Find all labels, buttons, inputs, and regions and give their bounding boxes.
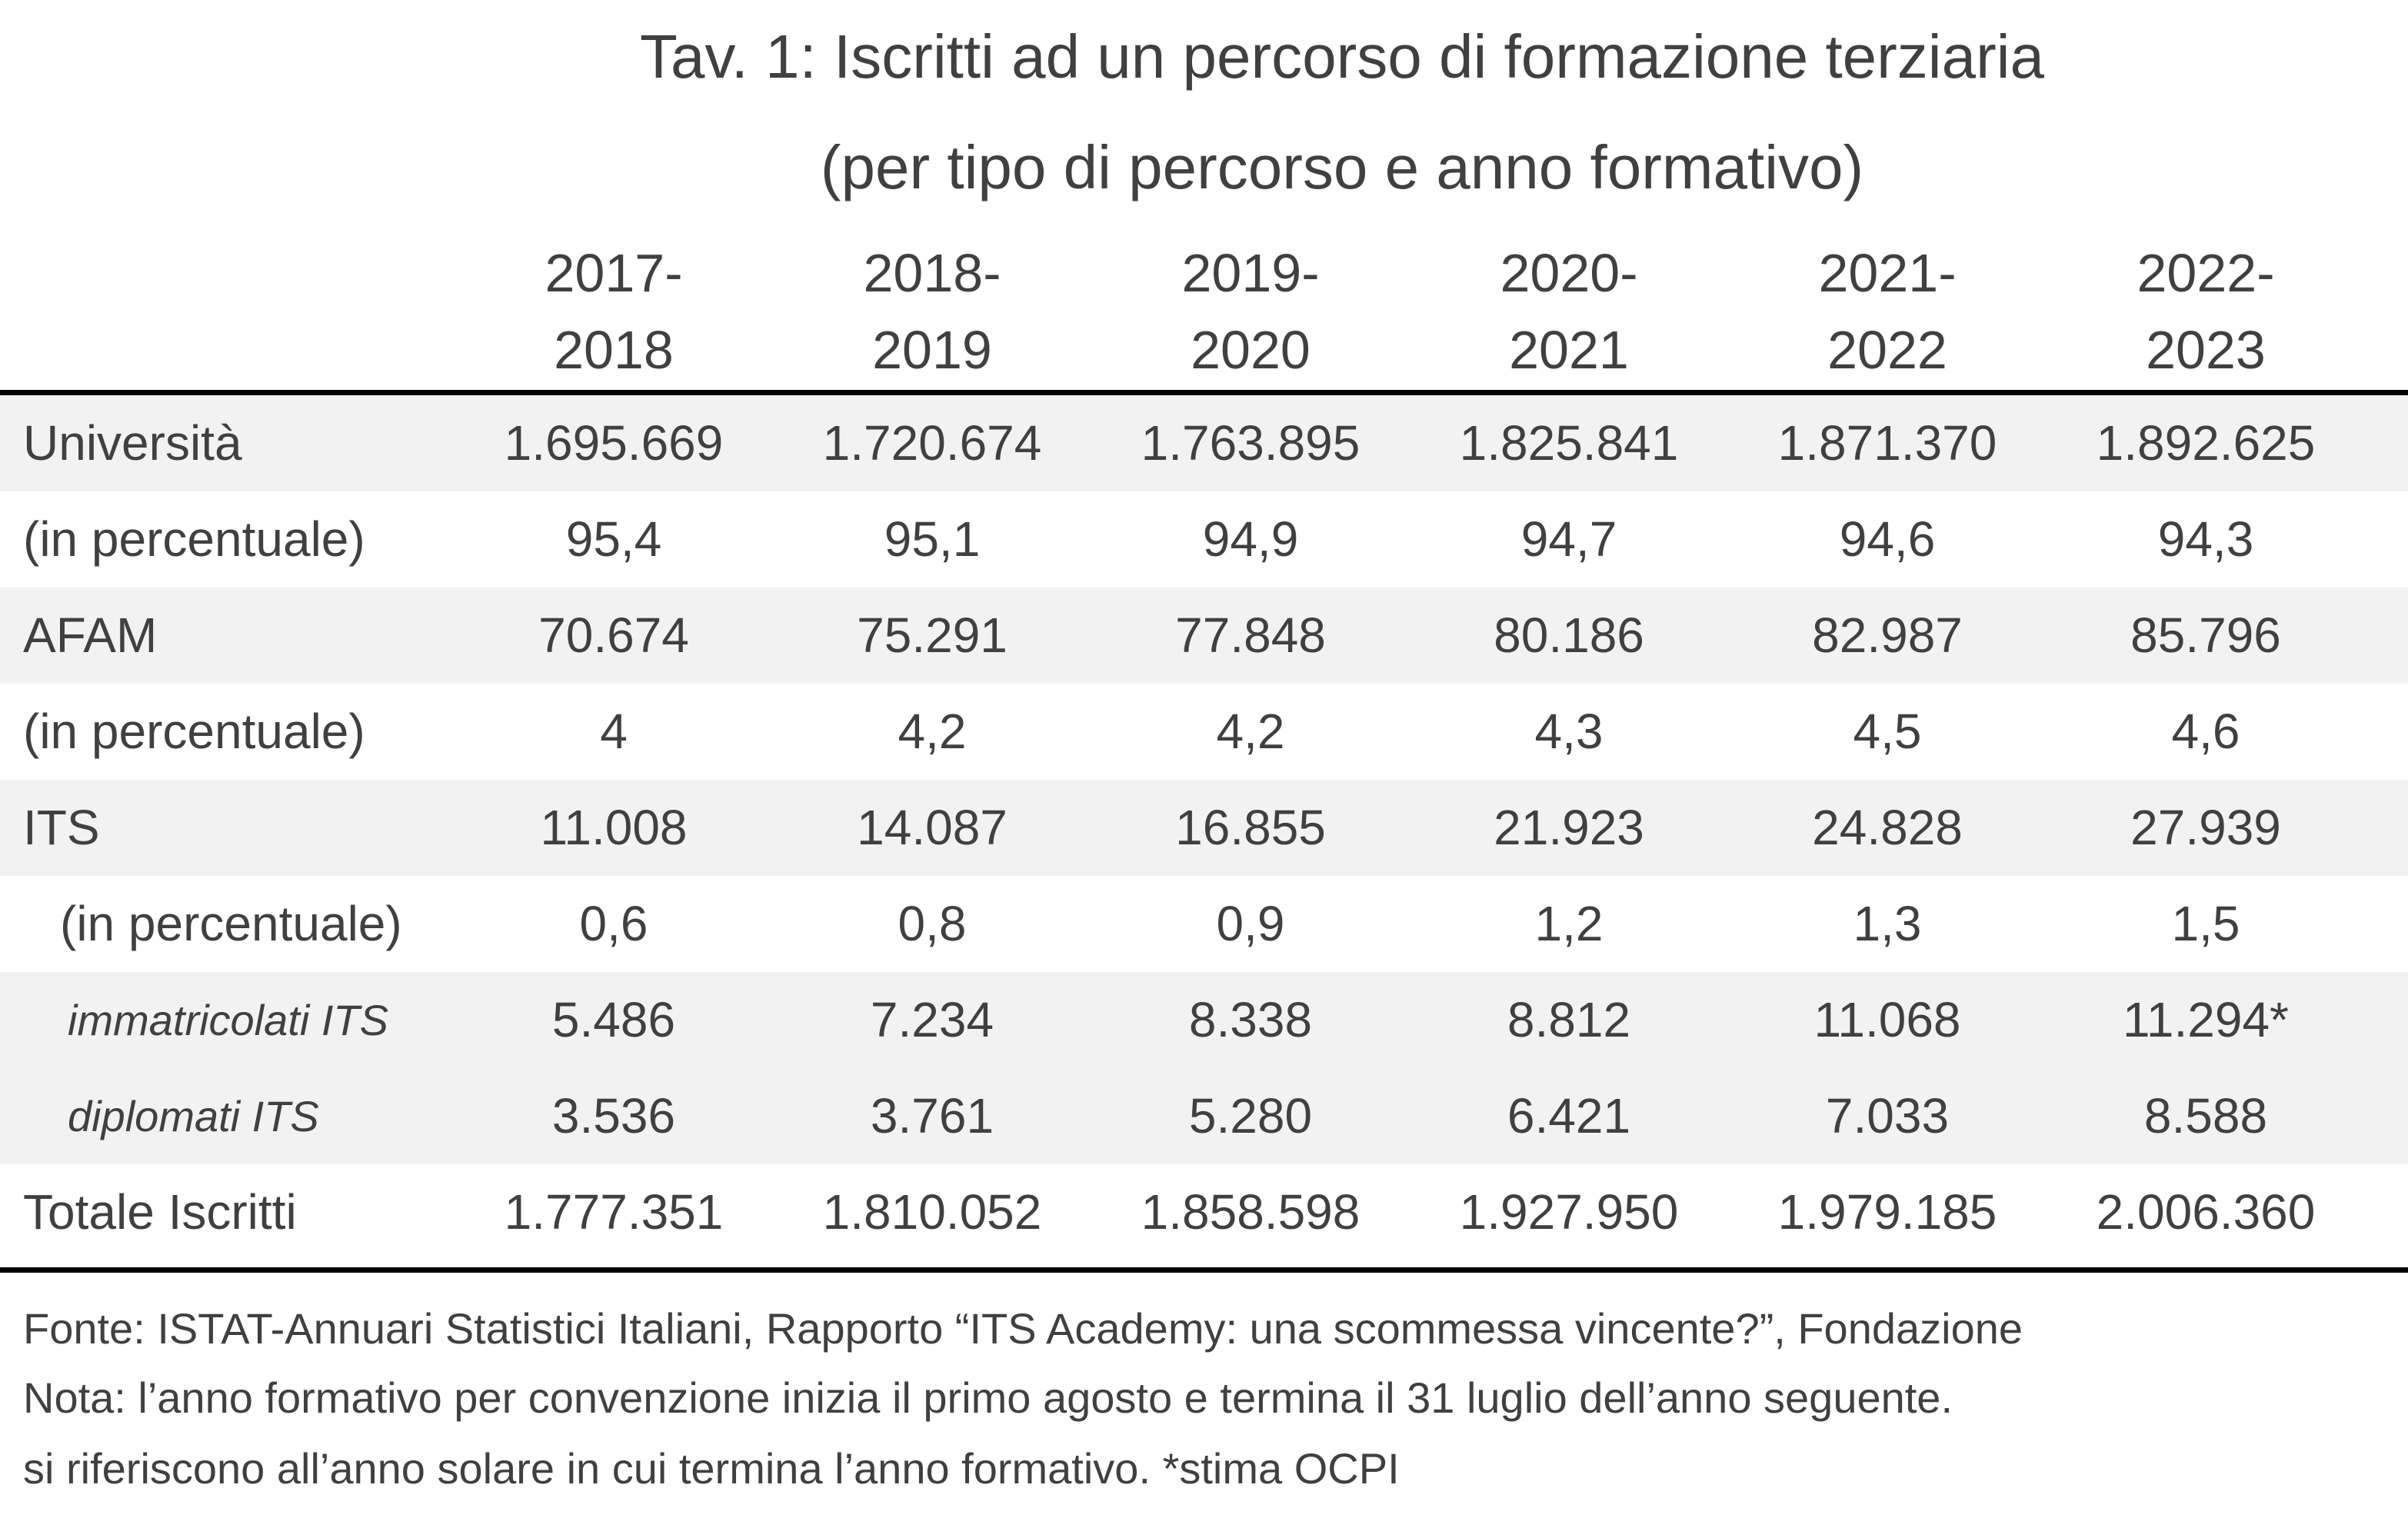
- table-cell: 1.979.185: [1777, 1184, 1997, 1240]
- table-cell: 94,7: [1520, 511, 1617, 567]
- table-cell: 1.810.052: [822, 1184, 1042, 1240]
- table-cell: 1,5: [2171, 896, 2240, 951]
- table-cell: 1.858.598: [1141, 1184, 1361, 1240]
- table-cell: 11.294*: [2123, 992, 2289, 1047]
- column-header-line2: 2021: [1509, 320, 1629, 380]
- column-header-line1: 2017-: [545, 243, 683, 303]
- table-cell: 1.871.370: [1777, 415, 1997, 471]
- row-label: (in percentuale): [23, 511, 365, 567]
- column-header-line2: 2020: [1191, 320, 1311, 380]
- table-cell: 6.421: [1507, 1088, 1631, 1144]
- table-cell: 1,2: [1534, 896, 1604, 951]
- table-cell: 94,9: [1202, 511, 1299, 567]
- table-cell: 1.763.895: [1141, 415, 1361, 471]
- table-cell: 80.186: [1494, 608, 1644, 663]
- table-cell: 27.939: [2130, 800, 2281, 855]
- table-cell: 1.892.625: [2096, 415, 2316, 471]
- row-label: (in percentuale): [60, 896, 402, 951]
- column-header-line2: 2019: [872, 320, 992, 380]
- table-row: (in percentuale) 95,4 95,1 94,9 94,7 94,6 94,3: [0, 491, 2408, 588]
- footer-note: Nota: l’anno formativo per convenzione i…: [23, 1373, 1953, 1422]
- column-header-line1: 2020-: [1500, 243, 1638, 303]
- table-cell: 1.927.950: [1459, 1184, 1679, 1240]
- table-cell: 85.796: [2130, 608, 2281, 663]
- table-cell: 7.234: [870, 992, 994, 1047]
- table-row: ITS 11.008 14.087 16.855 21.923 24.828 27.939: [0, 780, 2408, 876]
- table-cell: 1.777.351: [504, 1184, 724, 1240]
- table-cell: 14.087: [857, 800, 1007, 855]
- table-cell: 95,1: [884, 511, 981, 567]
- row-label: Università: [23, 415, 242, 471]
- table-cell: 3.536: [551, 1088, 676, 1144]
- bottom-rule: [0, 1267, 2408, 1273]
- table-cell: 16.855: [1175, 800, 1326, 855]
- table-row: Totale Iscritti 1.777.351 1.810.052 1.858.5…: [0, 1164, 2408, 1260]
- table-row: Università 1.695.669 1.720.674 1.763.895 1.8…: [0, 395, 2408, 491]
- table-cell: 5.486: [551, 992, 676, 1047]
- table-cell: 8.812: [1507, 992, 1631, 1047]
- column-header-line1: 2019-: [1181, 243, 1320, 303]
- row-label: ITS: [23, 800, 100, 855]
- column-header: 2021- 2022: [1772, 235, 2003, 388]
- table-cell: 4: [600, 704, 628, 759]
- column-header-line1: 2018-: [863, 243, 1001, 303]
- footer-source: Fonte: ISTAT-Annuari Statistici Italiani…: [23, 1304, 2023, 1353]
- row-label: (in percentuale): [23, 704, 365, 759]
- row-label: Totale Iscritti: [23, 1184, 297, 1240]
- table-cell: 8.588: [2143, 1088, 2268, 1144]
- column-header-line2: 2018: [554, 320, 674, 380]
- column-header-line2: 2023: [2146, 320, 2266, 380]
- header-rule: [0, 390, 2408, 395]
- column-header-line2: 2022: [1827, 320, 1947, 380]
- row-label: diplomati ITS: [68, 1092, 319, 1140]
- table-row: AFAM 70.674 75.291 77.848 80.186 82.987 85.796: [0, 588, 2408, 684]
- table-cell: 70.674: [538, 608, 689, 663]
- table-cell: 75.291: [857, 608, 1007, 663]
- column-header-line1: 2022-: [2137, 243, 2275, 303]
- table-cell: 77.848: [1175, 608, 1326, 663]
- table-cell: 4,3: [1534, 704, 1604, 759]
- table-cell: 0,9: [1216, 896, 1285, 951]
- column-header: 2017- 2018: [498, 235, 729, 388]
- table-cell: 2.006.360: [2096, 1184, 2316, 1240]
- table-cell: 11.068: [1813, 992, 1961, 1047]
- table-cell: 0,8: [898, 896, 967, 951]
- table-cell: 4,2: [1216, 704, 1285, 759]
- table-cell: 11.008: [540, 800, 688, 855]
- table-cell: 0,6: [579, 896, 648, 951]
- table-cell: 5.280: [1188, 1088, 1313, 1144]
- column-header: 2019- 2020: [1135, 235, 1366, 388]
- table-cell: 4,2: [898, 704, 967, 759]
- table-cell: 4,5: [1853, 704, 1922, 759]
- table-cell: 24.828: [1812, 800, 1963, 855]
- table-cell: 94,6: [1839, 511, 1936, 567]
- column-header: 2020- 2021: [1454, 235, 1684, 388]
- row-label: AFAM: [23, 608, 158, 663]
- table-cell: 95,4: [565, 511, 662, 567]
- table-row: immatricolati ITS 5.486 7.234 8.338 8.812 11.…: [0, 972, 2408, 1068]
- table-row: (in percentuale) 4 4,2 4,2 4,3 4,5 4,6: [0, 684, 2408, 780]
- table-row: diplomati ITS 3.536 3.761 5.280 6.421 7.033 8.…: [0, 1068, 2408, 1164]
- column-header-line1: 2021-: [1818, 243, 1957, 303]
- table-cell: 3.761: [870, 1088, 994, 1144]
- column-header: 2018- 2019: [817, 235, 1047, 388]
- table-cell: 8.338: [1188, 992, 1313, 1047]
- table-subtitle: (per tipo di percorso e anno formativo): [820, 133, 1864, 201]
- table-cell: 1,3: [1853, 896, 1922, 951]
- table-cell: 94,3: [2157, 511, 2254, 567]
- table-row: (in percentuale) 0,6 0,8 0,9 1,2 1,3 1,5: [0, 876, 2408, 972]
- table-title: Tav. 1: Iscritti ad un percorso di forma…: [640, 22, 2044, 91]
- footer-note-cont: si riferiscono all’anno solare in cui te…: [23, 1444, 1400, 1493]
- table-cell: 1.695.669: [504, 415, 724, 471]
- table-cell: 7.033: [1825, 1088, 1950, 1144]
- table-cell: 1.720.674: [822, 415, 1042, 471]
- table-cell: 4,6: [2171, 704, 2240, 759]
- table-cell: 1.825.841: [1459, 415, 1679, 471]
- table-cell: 82.987: [1812, 608, 1963, 663]
- row-label: immatricolati ITS: [68, 996, 388, 1044]
- table-cell: 21.923: [1494, 800, 1644, 855]
- column-header: 2022- 2023: [2090, 235, 2321, 388]
